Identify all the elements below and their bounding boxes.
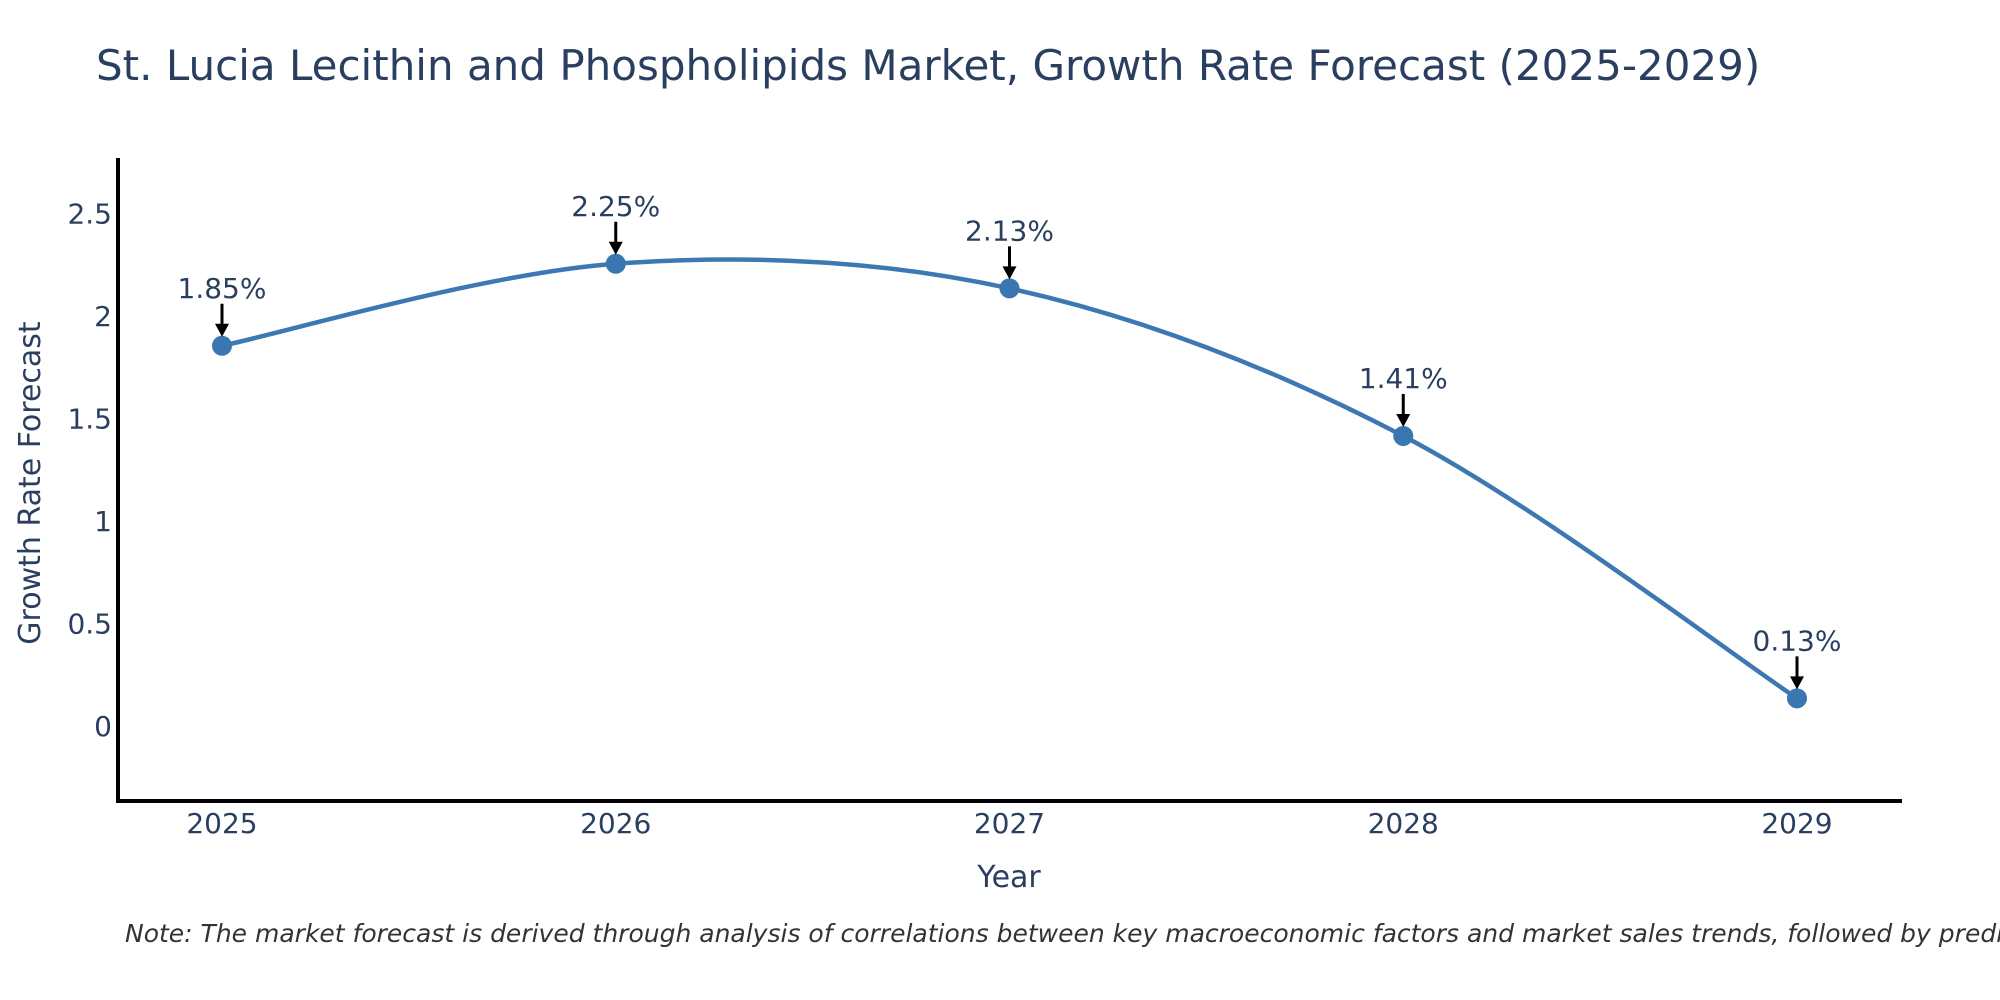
point-annotation-label: 2.25% bbox=[571, 190, 660, 223]
annotation-arrowhead-icon bbox=[608, 241, 623, 255]
x-tick-label: 2029 bbox=[1761, 807, 1832, 840]
y-tick-label: 2 bbox=[94, 300, 112, 333]
point-annotations: 1.85% 2.25% 2.13% 1.41% 0.13% bbox=[178, 190, 1842, 690]
data-point-marker bbox=[605, 253, 626, 274]
point-annotation-label: 2.13% bbox=[965, 214, 1054, 247]
x-tick-label: 2027 bbox=[974, 807, 1045, 840]
line-series-path bbox=[219, 257, 1800, 701]
annotation-arrowhead-icon bbox=[1002, 266, 1017, 280]
y-axis-title: Growth Rate Forecast bbox=[13, 321, 48, 645]
chart-title: St. Lucia Lecithin and Phospholipids Mar… bbox=[96, 41, 1760, 90]
point-annotation-label: 0.13% bbox=[1753, 624, 1842, 657]
x-axis-title: Year bbox=[976, 860, 1041, 895]
data-point-marker bbox=[1787, 688, 1807, 709]
annotation-arrowhead-icon bbox=[215, 323, 229, 337]
data-point-marker bbox=[999, 278, 1020, 299]
x-tick-label: 2026 bbox=[580, 807, 651, 840]
x-tick-label: 2028 bbox=[1368, 807, 1439, 840]
x-tick-label: 2025 bbox=[186, 807, 257, 840]
footnote: Note: The market forecast is derived thr… bbox=[125, 919, 2000, 948]
data-point-marker bbox=[212, 335, 232, 356]
line-series bbox=[212, 253, 1807, 709]
point-annotation-label: 1.41% bbox=[1359, 362, 1448, 395]
y-tick-label: 0.5 bbox=[67, 608, 112, 641]
y-tick-label: 0 bbox=[94, 710, 112, 743]
axis-ticks: 0 0.5 1 1.5 2 2.5 2025 2026 2027 2028 2029 bbox=[67, 198, 1832, 841]
y-tick-label: 2.5 bbox=[67, 198, 112, 231]
y-tick-label: 1 bbox=[94, 505, 112, 538]
axes bbox=[116, 158, 1902, 803]
annotation-arrowhead-icon bbox=[1396, 413, 1411, 427]
y-tick-label: 1.5 bbox=[67, 403, 112, 436]
point-annotation-label: 1.85% bbox=[178, 272, 267, 305]
annotation-arrowhead-icon bbox=[1790, 676, 1804, 690]
data-point-marker bbox=[1393, 425, 1414, 446]
